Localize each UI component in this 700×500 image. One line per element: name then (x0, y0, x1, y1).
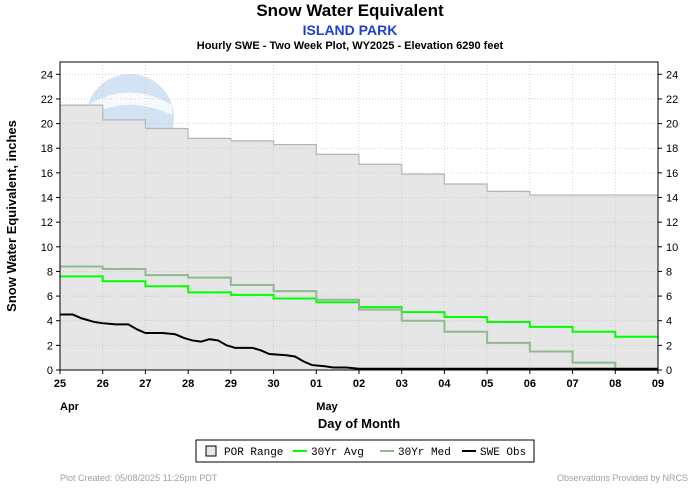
x-tick-label: 03 (396, 378, 408, 390)
y-tick-label-left: 4 (47, 316, 53, 328)
y-tick-label-left: 24 (41, 69, 53, 81)
noaa-text: NOAA (112, 92, 148, 106)
x-tick-label: 08 (609, 378, 621, 390)
legend: POR Range 30Yr Avg 30Yr Med SWE Obs (195, 439, 535, 463)
noaa-bird-shape (88, 92, 172, 115)
chart-title: Snow Water Equivalent (256, 1, 444, 20)
y-tick-label-left: 16 (41, 168, 53, 180)
y-tick-label-left: 20 (41, 119, 53, 131)
x-tick-label: 30 (267, 378, 279, 390)
plot-created-note: Plot Created: 05/08/2025 11:25pm PDT (60, 473, 218, 483)
y-tick-label-left: 10 (41, 242, 53, 254)
y-tick-label-left: 18 (41, 143, 53, 155)
series-swe-obs (60, 313, 658, 370)
legend-swatch-por-range (205, 445, 217, 457)
station-name: ISLAND PARK (302, 22, 398, 38)
y-tick-label-right: 12 (666, 217, 678, 229)
x-axis-label: Day of Month (318, 416, 400, 431)
x-tick-label: 28 (182, 378, 194, 390)
legend-label: 30Yr Med (398, 447, 451, 459)
y-tick-label-right: 2 (666, 340, 672, 352)
x-tick-label: 05 (481, 378, 493, 390)
y-tick-label-right: 0 (666, 365, 672, 377)
x-tick-label: 09 (652, 378, 664, 390)
y-tick-label-right: 16 (666, 168, 678, 180)
legend-label: SWE Obs (480, 447, 526, 459)
x-tick-label: 29 (225, 378, 237, 390)
y-tick-label-left: 12 (41, 217, 53, 229)
series-30yr-med (60, 265, 658, 371)
y-tick-label-right: 8 (666, 266, 672, 278)
y-tick-label-left: 0 (47, 365, 53, 377)
y-tick-label-right: 4 (666, 316, 672, 328)
y-tick-label-right: 6 (666, 291, 672, 303)
x-tick-label: 06 (524, 378, 536, 390)
y-tick-label-right: 14 (666, 193, 678, 205)
y-tick-label-left: 8 (47, 266, 53, 278)
y-tick-label-right: 10 (666, 242, 678, 254)
y-tick-label-left: 2 (47, 340, 53, 352)
month-label: May (316, 401, 338, 413)
y-axis-label: Snow Water Equivalent, inches (4, 120, 19, 312)
y-tick-label-left: 14 (41, 193, 53, 205)
legend-box (195, 439, 535, 463)
por-range-area (60, 105, 658, 371)
data-provider-note: Observations Provided by NRCS (556, 473, 688, 483)
legend-label: POR Range (224, 447, 283, 459)
legend-label: 30Yr Avg (311, 447, 364, 459)
x-tick-label: 26 (97, 378, 109, 390)
x-tick-label: 04 (438, 378, 451, 390)
x-tick-label: 07 (566, 378, 578, 390)
y-tick-label-left: 22 (41, 94, 53, 106)
x-tick-label: 25 (54, 378, 66, 390)
x-tick-label: 27 (139, 378, 151, 390)
x-tick-label: 01 (310, 378, 322, 390)
month-label: Apr (60, 401, 80, 413)
y-tick-label-right: 24 (666, 69, 678, 81)
y-tick-label-right: 22 (666, 94, 678, 106)
y-tick-label-left: 6 (47, 291, 53, 303)
y-tick-label-right: 18 (666, 143, 678, 155)
x-tick-label: 02 (353, 378, 365, 390)
plot-description: Hourly SWE - Two Week Plot, WY2025 - Ele… (196, 40, 504, 52)
y-tick-label-right: 20 (666, 119, 678, 131)
